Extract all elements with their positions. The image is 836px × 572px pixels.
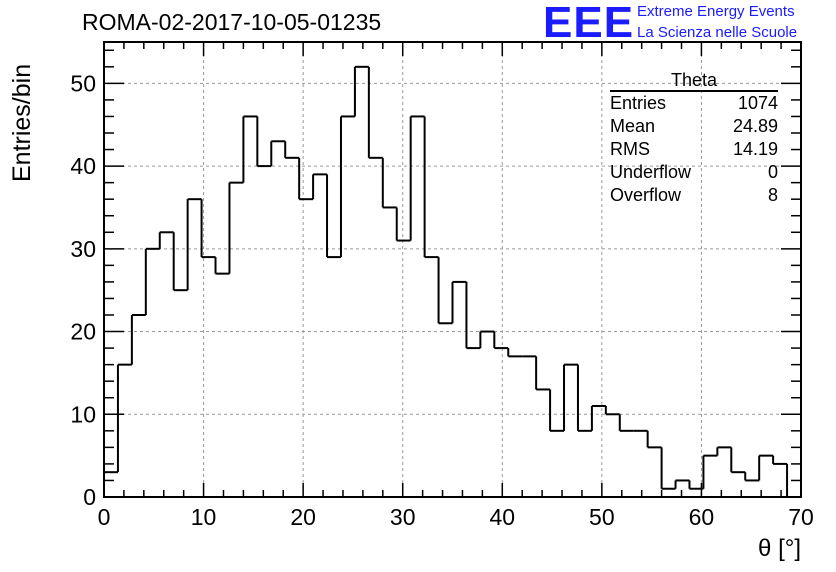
stats-label: Mean bbox=[610, 115, 655, 138]
stats-title: Theta bbox=[610, 71, 778, 92]
x-tick-label: 40 bbox=[489, 504, 515, 530]
stats-row-mean: Mean 24.89 bbox=[610, 115, 778, 138]
stats-label: Underflow bbox=[610, 161, 691, 184]
y-tick-label: 10 bbox=[70, 401, 96, 427]
x-tick-label: 30 bbox=[390, 504, 416, 530]
x-tick-label: 20 bbox=[290, 504, 316, 530]
stats-row-overflow: Overflow 8 bbox=[610, 184, 778, 207]
x-tick-label: 0 bbox=[98, 504, 111, 530]
stats-label: RMS bbox=[610, 138, 650, 161]
x-tick-label: 60 bbox=[689, 504, 715, 530]
y-tick-label: 30 bbox=[70, 236, 96, 262]
stats-value: 14.19 bbox=[733, 138, 778, 161]
stats-value: 8 bbox=[768, 184, 778, 207]
stats-value: 0 bbox=[768, 161, 778, 184]
stats-box: Theta Entries 1074 Mean 24.89 RMS 14.19 … bbox=[610, 71, 778, 207]
y-tick-label: 20 bbox=[70, 319, 96, 345]
y-tick-label: 0 bbox=[83, 484, 96, 510]
y-tick-label: 40 bbox=[70, 153, 96, 179]
x-tick-label: 10 bbox=[191, 504, 217, 530]
x-tick-label: 70 bbox=[788, 504, 814, 530]
stats-row-underflow: Underflow 0 bbox=[610, 161, 778, 184]
stats-value: 1074 bbox=[738, 92, 778, 115]
stats-label: Entries bbox=[610, 92, 666, 115]
y-tick-label: 50 bbox=[70, 70, 96, 96]
stats-row-rms: RMS 14.19 bbox=[610, 138, 778, 161]
stats-row-entries: Entries 1074 bbox=[610, 92, 778, 115]
stats-label: Overflow bbox=[610, 184, 681, 207]
stats-value: 24.89 bbox=[733, 115, 778, 138]
x-tick-label: 50 bbox=[589, 504, 615, 530]
